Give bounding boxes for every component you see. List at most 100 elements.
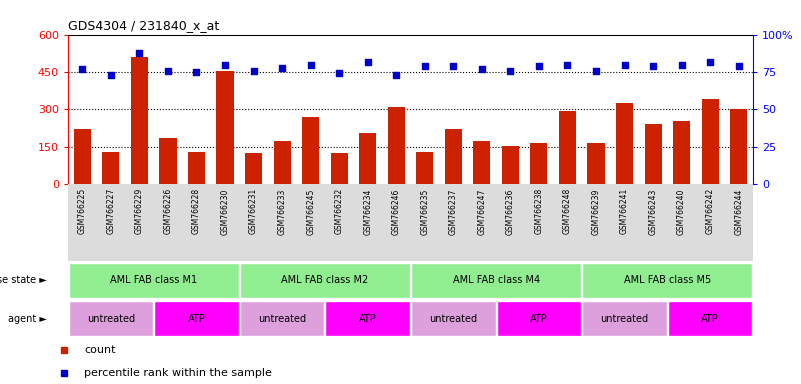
Text: ATP: ATP (701, 314, 719, 324)
Bar (559, 111, 576, 184)
Point (190, 69, 203, 75)
Bar (501, 146, 519, 184)
Bar (730, 109, 747, 184)
Text: GSM766225: GSM766225 (78, 188, 87, 234)
Text: GSM766248: GSM766248 (563, 188, 572, 234)
Text: ATP: ATP (530, 314, 548, 324)
Point (447, 63, 460, 69)
Text: GSM766246: GSM766246 (392, 188, 400, 235)
Text: GSM766235: GSM766235 (421, 188, 429, 235)
Text: GSM766245: GSM766245 (306, 188, 315, 235)
Point (219, 61, 231, 68)
Text: GSM766239: GSM766239 (591, 188, 601, 235)
Bar (673, 121, 690, 184)
Point (618, 61, 631, 68)
Point (104, 72, 117, 78)
Point (504, 68, 517, 74)
Bar (497, 301, 582, 336)
Bar (417, 152, 433, 184)
Bar (239, 301, 324, 336)
Text: GSM766231: GSM766231 (249, 188, 258, 234)
Point (732, 63, 745, 69)
Bar (587, 143, 605, 184)
Text: GSM766234: GSM766234 (363, 188, 372, 235)
Text: GSM766226: GSM766226 (163, 188, 172, 234)
Text: GSM766236: GSM766236 (506, 188, 515, 235)
Bar (616, 103, 633, 184)
Bar (216, 71, 234, 184)
Point (248, 68, 260, 74)
Bar (411, 263, 582, 298)
Point (418, 63, 431, 69)
Point (704, 58, 717, 65)
Bar (359, 133, 376, 184)
Text: GSM766243: GSM766243 (649, 188, 658, 235)
Point (76, 66, 89, 72)
Bar (159, 138, 176, 184)
Text: GSM766227: GSM766227 (107, 188, 115, 234)
Bar (325, 301, 410, 336)
Text: GSM766244: GSM766244 (735, 188, 743, 235)
Bar (69, 263, 239, 298)
Point (390, 72, 403, 78)
Point (533, 63, 545, 69)
Text: GSM766232: GSM766232 (335, 188, 344, 234)
Bar (74, 129, 91, 184)
Text: GSM766247: GSM766247 (477, 188, 486, 235)
Text: count: count (84, 345, 115, 355)
Point (361, 58, 374, 65)
Text: disease state ►: disease state ► (0, 275, 47, 285)
Point (646, 63, 659, 69)
Text: GSM766237: GSM766237 (449, 188, 458, 235)
Point (561, 61, 574, 68)
Text: untreated: untreated (601, 314, 649, 324)
Bar (245, 153, 262, 184)
Point (304, 61, 317, 68)
Point (162, 68, 175, 74)
Bar (131, 57, 148, 184)
Point (276, 65, 288, 71)
Bar (388, 107, 405, 184)
Point (675, 61, 688, 68)
Bar (155, 301, 239, 336)
Text: GDS4304 / 231840_x_at: GDS4304 / 231840_x_at (68, 19, 219, 32)
Text: ATP: ATP (187, 314, 205, 324)
Text: AML FAB class M4: AML FAB class M4 (453, 275, 540, 285)
Text: GSM766240: GSM766240 (677, 188, 686, 235)
Text: GSM766242: GSM766242 (706, 188, 714, 234)
Bar (411, 301, 496, 336)
Text: untreated: untreated (258, 314, 306, 324)
Text: AML FAB class M5: AML FAB class M5 (624, 275, 711, 285)
Point (133, 50, 146, 56)
Text: GSM766230: GSM766230 (220, 188, 230, 235)
Bar (331, 153, 348, 184)
Text: percentile rank within the sample: percentile rank within the sample (84, 368, 272, 378)
Text: GSM766238: GSM766238 (534, 188, 543, 234)
Bar (582, 263, 752, 298)
Text: AML FAB class M2: AML FAB class M2 (281, 275, 368, 285)
Text: GSM766233: GSM766233 (278, 188, 287, 235)
Bar (273, 141, 291, 184)
Bar (302, 117, 319, 184)
Bar (473, 141, 490, 184)
Point (332, 70, 345, 76)
Text: GSM766228: GSM766228 (192, 188, 201, 234)
Bar (530, 143, 547, 184)
Bar (445, 129, 462, 184)
Text: GSM766241: GSM766241 (620, 188, 629, 234)
Text: AML FAB class M1: AML FAB class M1 (110, 275, 197, 285)
Text: GSM766229: GSM766229 (135, 188, 144, 234)
Point (476, 66, 489, 72)
Bar (702, 99, 718, 184)
Bar (188, 152, 205, 184)
Text: ATP: ATP (359, 314, 376, 324)
Bar (103, 152, 119, 184)
Text: untreated: untreated (429, 314, 477, 324)
Bar (69, 301, 153, 336)
Text: agent ►: agent ► (8, 314, 47, 324)
Bar (645, 124, 662, 184)
Bar (582, 301, 666, 336)
Bar (239, 263, 410, 298)
Bar (668, 301, 752, 336)
Text: untreated: untreated (87, 314, 135, 324)
